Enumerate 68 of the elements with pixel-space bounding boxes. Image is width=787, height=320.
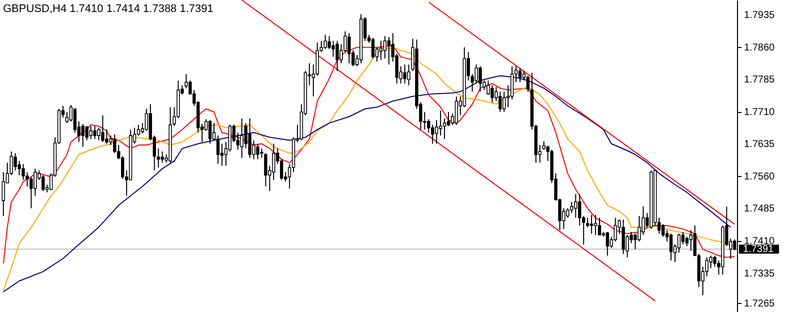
chart-title: GBPUSD,H4 1.7410 1.7414 1.7388 1.7391 bbox=[3, 3, 214, 15]
candlestick bbox=[606, 231, 610, 256]
candlestick bbox=[407, 64, 410, 86]
candlestick bbox=[264, 152, 268, 187]
candlestick bbox=[598, 217, 602, 236]
candlestick bbox=[89, 126, 92, 140]
candlestick bbox=[228, 124, 232, 152]
y-tick-label: 1.7560 bbox=[744, 171, 776, 182]
candlestick bbox=[105, 129, 108, 144]
candlestick bbox=[156, 148, 160, 168]
candlestick bbox=[590, 214, 594, 234]
candlestick bbox=[160, 150, 164, 164]
y-tick-label: 1.7635 bbox=[744, 139, 776, 150]
candlestick bbox=[332, 40, 335, 58]
candlestick bbox=[387, 36, 390, 66]
candlestick bbox=[502, 91, 506, 112]
candlestick bbox=[348, 32, 351, 64]
candlestick bbox=[685, 236, 689, 247]
candlestick bbox=[478, 66, 482, 92]
candlestick bbox=[498, 91, 502, 112]
candlestick bbox=[81, 123, 84, 148]
candlestick bbox=[446, 111, 450, 127]
candlestick bbox=[669, 233, 673, 261]
candlestick bbox=[438, 110, 442, 136]
candlestick bbox=[434, 120, 438, 144]
candlestick bbox=[454, 96, 458, 126]
candlestick bbox=[681, 231, 685, 245]
candlestick bbox=[578, 194, 582, 226]
candlestick bbox=[594, 214, 598, 236]
candlestick bbox=[73, 108, 77, 134]
candlestick bbox=[661, 224, 665, 238]
y-tick-label: 1.7335 bbox=[744, 268, 776, 280]
candlestick bbox=[518, 67, 522, 83]
candlestick bbox=[574, 194, 578, 218]
candlestick bbox=[248, 118, 252, 158]
y-tick-label: 1.7785 bbox=[744, 74, 776, 86]
candlestick bbox=[526, 75, 530, 92]
y-tick-label: 1.7860 bbox=[744, 42, 776, 54]
y-tick-label: 1.7935 bbox=[744, 10, 776, 22]
candlestick bbox=[272, 143, 276, 180]
candlestick bbox=[240, 118, 244, 158]
candlestick bbox=[490, 84, 494, 103]
candlestick bbox=[208, 120, 212, 144]
candlestick bbox=[403, 64, 406, 84]
candlestick bbox=[379, 40, 383, 60]
candlestick bbox=[430, 124, 434, 144]
candlestick bbox=[586, 217, 590, 228]
candlestick bbox=[427, 118, 430, 134]
candlestick bbox=[324, 34, 327, 50]
candlestick bbox=[677, 233, 681, 254]
candlestick bbox=[383, 36, 386, 60]
candlestick bbox=[93, 126, 96, 140]
candlestick bbox=[34, 168, 37, 196]
candlestick bbox=[42, 174, 45, 192]
candlestick bbox=[14, 152, 17, 171]
y-tick-label: 1.7265 bbox=[744, 298, 776, 310]
candlestick bbox=[371, 37, 375, 60]
ref-line-label: 1.7391 bbox=[743, 244, 774, 256]
candlestick bbox=[216, 135, 220, 164]
candlestick bbox=[622, 218, 625, 254]
y-tick-label: 1.7485 bbox=[744, 204, 776, 215]
candlestick bbox=[510, 66, 514, 100]
candlestick bbox=[65, 111, 69, 124]
y-tick-label: 1.7710 bbox=[744, 106, 776, 118]
candlestick bbox=[101, 114, 104, 143]
candlestick bbox=[256, 143, 260, 160]
candlestick bbox=[442, 118, 446, 140]
candlestick bbox=[336, 40, 339, 72]
